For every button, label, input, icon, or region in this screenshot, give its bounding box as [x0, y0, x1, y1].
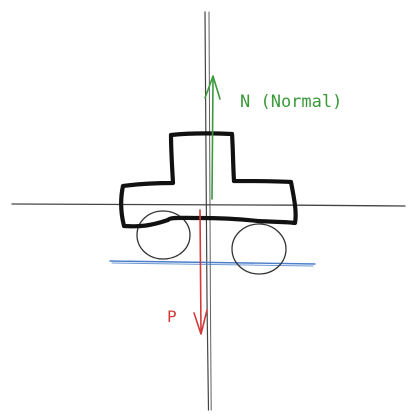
- vertical-axis: [204, 11, 212, 411]
- car-body: [119, 131, 298, 229]
- weight-label: P: [167, 307, 177, 326]
- normal-force-label: N (Normal): [240, 92, 342, 112]
- weight-arrow: [193, 209, 208, 335]
- front-wheel: [136, 210, 191, 260]
- rear-wheel: [231, 223, 287, 275]
- ground-line: [109, 260, 316, 267]
- horizontal-axis: [11, 203, 406, 207]
- normal-force-arrow: [204, 75, 221, 200]
